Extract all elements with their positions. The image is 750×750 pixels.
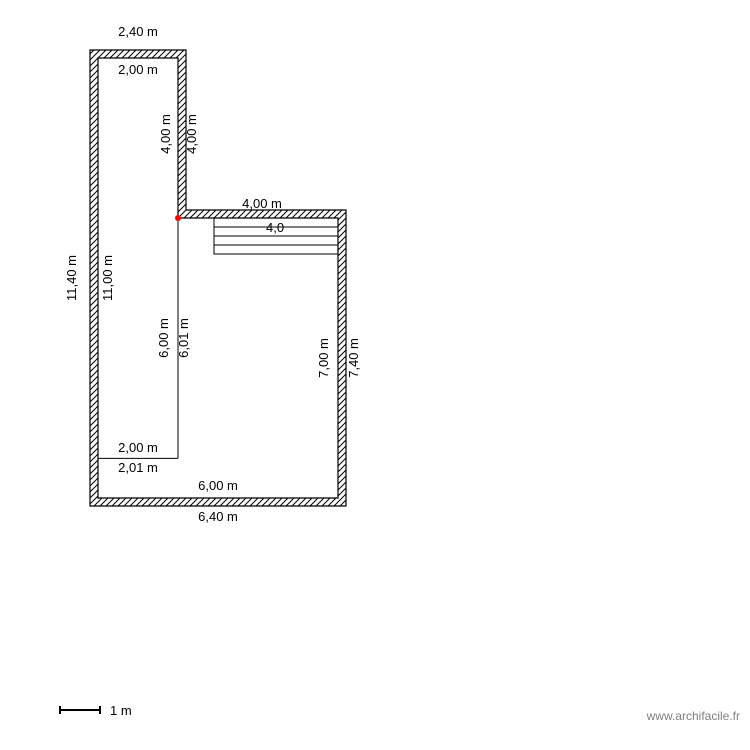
scale-bar-label: 1 m bbox=[110, 703, 132, 718]
dimension-label: 7,00 m bbox=[316, 338, 331, 378]
dimension-label: 2,01 m bbox=[118, 460, 158, 475]
dimension-label: 7,40 m bbox=[346, 338, 361, 378]
dimension-label: 6,00 m bbox=[156, 318, 171, 358]
dimension-label: 4,0 bbox=[266, 220, 284, 235]
dimension-label: 11,40 m bbox=[64, 255, 79, 301]
dimension-label: 11,00 m bbox=[100, 255, 115, 301]
dimension-label: 6,01 m bbox=[176, 318, 191, 358]
dimension-label: 2,40 m bbox=[118, 24, 158, 39]
dimension-label: 4,00 m bbox=[184, 114, 199, 154]
dimension-label: 6,40 m bbox=[198, 509, 238, 524]
dimension-label: 4,00 m bbox=[242, 196, 282, 211]
watermark-link[interactable]: www.archifacile.fr bbox=[646, 709, 740, 723]
dimension-label: 6,00 m bbox=[198, 478, 238, 493]
wall-outline bbox=[90, 50, 346, 506]
dimension-label: 2,00 m bbox=[118, 62, 158, 77]
marker-dot bbox=[175, 215, 181, 221]
dimension-label: 4,00 m bbox=[158, 114, 173, 154]
floorplan-canvas: 2,40 m 2,00 m 4,00 m 4,00 m 4,00 m 4,0 11,40 m… bbox=[0, 0, 750, 750]
dimension-label: 2,00 m bbox=[118, 440, 158, 455]
